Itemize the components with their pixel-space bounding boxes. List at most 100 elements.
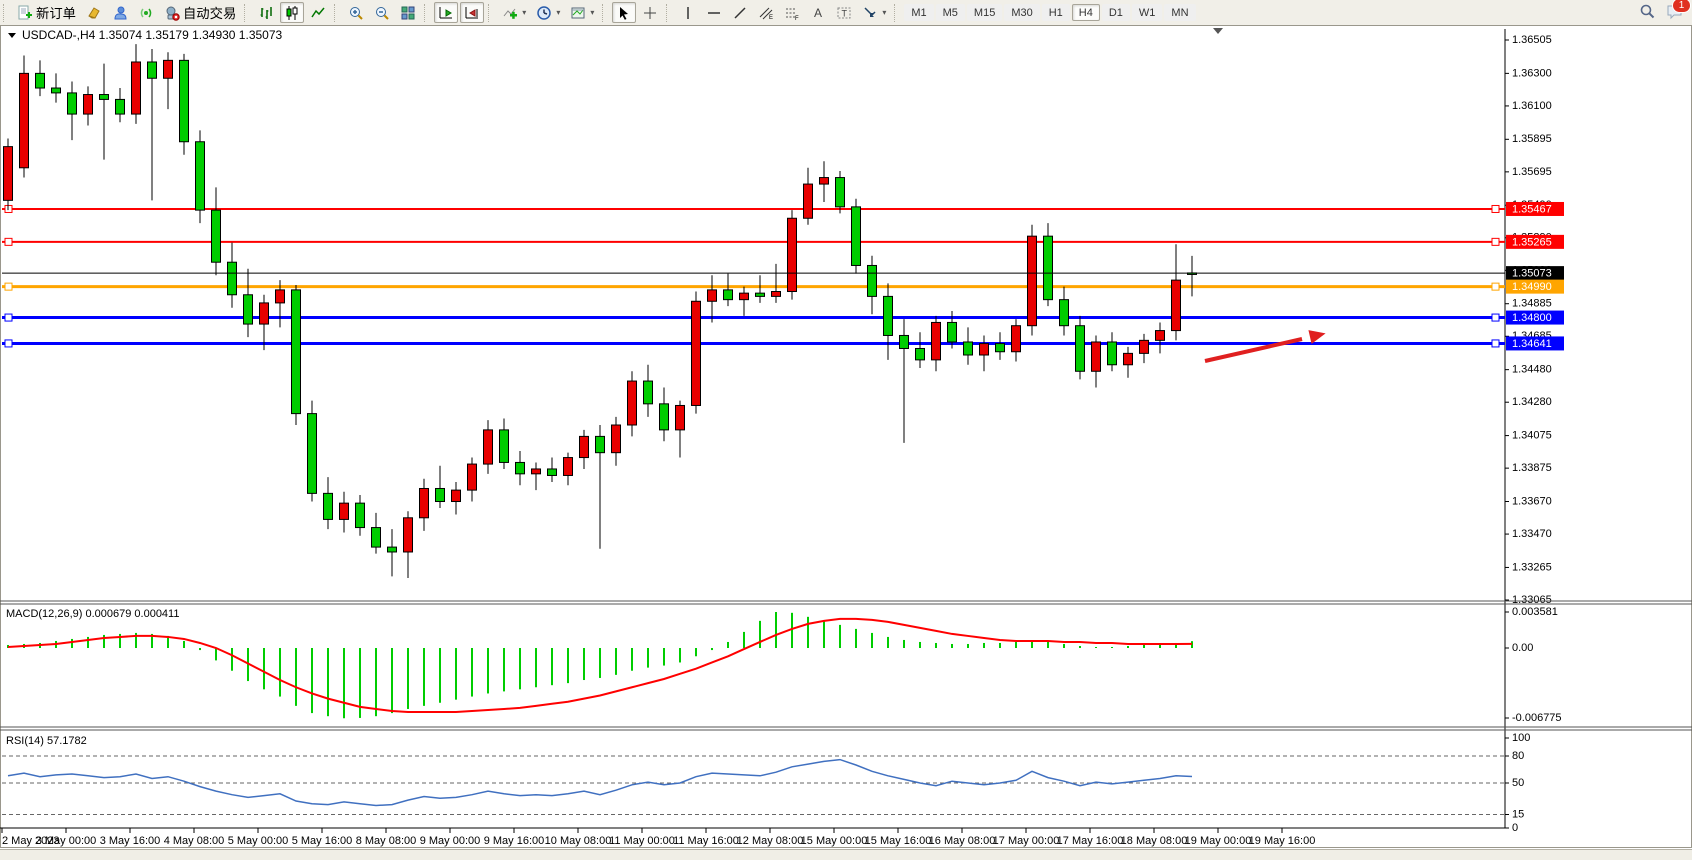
timeframe-button-d1[interactable]: D1 [1101,4,1130,21]
vertical-line-button[interactable] [676,2,700,23]
horizontal-line-button[interactable] [702,2,726,23]
autotrading-button[interactable]: 自动交易 [160,2,240,23]
svg-text:1.34800: 1.34800 [1512,312,1552,324]
timeframe-button-m15[interactable]: M15 [966,4,1003,21]
macd-pane: MACD(12,26,9) 0.000679 0.000411 0.003581 0… [6,606,1562,724]
svg-text:RSI(14) 57.1782: RSI(14) 57.1782 [6,735,87,747]
price-axis: 1.36505 1.36300 1.36100 1.35895 1.35695 1.354… [1504,29,1552,828]
svg-text:1.34990: 1.34990 [1512,281,1552,293]
main-toolbar: 新订单 自动交易 [0,0,1692,26]
candlestick-chart-icon [284,5,300,21]
signals-icon [138,5,154,21]
candlestick-chart-button[interactable] [280,2,305,23]
text-label-button[interactable]: T [832,2,856,23]
rsi-pane: RSI(14) 57.1782 100 80 50 15 0 [2,732,1530,834]
svg-text:1.35895: 1.35895 [1512,133,1552,145]
pane-separators[interactable] [0,600,1692,731]
fibonacci-button[interactable]: F [780,2,804,23]
timeframe-button-h1[interactable]: H1 [1041,4,1070,21]
autotrading-icon [164,5,180,21]
chart-shift-button[interactable] [460,2,485,23]
timeframe-group: M1 M5 M15 M30 H1 H4 D1 W1 MN [903,0,1196,25]
toolbar-grip [244,3,249,22]
toolbar-grip [666,3,671,22]
svg-text:1.36505: 1.36505 [1512,34,1552,46]
zoom-in-button[interactable] [344,2,368,23]
toolbar-grip [894,3,899,22]
periods-button[interactable]: ▾ [532,2,564,23]
trendline-button[interactable] [728,2,752,23]
new-order-label: 新订单 [36,6,76,21]
arrows-button[interactable]: ▾ [858,2,890,23]
chart-canvas[interactable]: 1.36505 1.36300 1.36100 1.35895 1.35695 1.354… [0,25,1692,849]
timeframe-button-h4[interactable]: H4 [1071,4,1100,21]
equidistant-channel-icon: E [758,5,774,21]
svg-text:5 May 16:00: 5 May 16:00 [292,835,353,847]
svg-text:12 May 08:00: 12 May 08:00 [737,835,804,847]
chevron-down-icon: ▾ [590,8,595,17]
toolbar-grip [334,3,339,22]
status-bar [0,849,1692,860]
vertical-line-icon [680,5,696,21]
auto-scroll-button[interactable] [434,2,459,23]
editor-button[interactable] [82,2,106,23]
candles-layer [3,44,1197,579]
clock-icon [536,5,552,21]
svg-text:15 May 00:00: 15 May 00:00 [801,835,868,847]
svg-text:1.36100: 1.36100 [1512,100,1552,112]
svg-text:15: 15 [1512,808,1524,820]
signals-button[interactable] [134,2,158,23]
svg-text:F: F [795,16,799,21]
search-icon[interactable] [1639,3,1656,23]
svg-text:MACD(12,26,9) 0.000679 0.00041: MACD(12,26,9) 0.000679 0.000411 [6,608,179,620]
svg-text:18 May 08:00: 18 May 08:00 [1121,835,1188,847]
svg-text:1.33265: 1.33265 [1512,561,1552,573]
autotrading-label: 自动交易 [182,6,237,21]
svg-text:100: 100 [1512,732,1530,744]
text-label-icon: T [836,5,852,21]
zoom-out-button[interactable] [370,2,394,23]
tile-windows-icon [400,5,416,21]
chevron-down-icon: ▾ [882,8,887,17]
svg-text:19 May 00:00: 19 May 00:00 [1185,835,1252,847]
timeframe-button-m5[interactable]: M5 [935,4,965,21]
svg-text:1.33470: 1.33470 [1512,528,1552,540]
fibonacci-icon: F [784,5,800,21]
equidistant-channel-button[interactable]: E [754,2,778,23]
cursor-button[interactable] [612,2,637,23]
editor-icon [86,5,102,21]
svg-text:3 May 16:00: 3 May 16:00 [100,835,161,847]
timeframe-button-m30[interactable]: M30 [1004,4,1040,21]
bar-chart-icon [258,5,274,21]
svg-text:USDCAD-,H4 1.35074 1.35179 1.: USDCAD-,H4 1.35074 1.35179 1.34930 1.350… [22,28,283,42]
new-order-button[interactable]: 新订单 [13,2,80,23]
zoom-out-icon [374,5,390,21]
notifications-button[interactable]: 1 [1666,0,1691,23]
timeframe-button-w1[interactable]: W1 [1131,4,1163,21]
svg-text:0: 0 [1512,822,1518,834]
text-button[interactable]: A [806,2,830,23]
svg-text:1.35695: 1.35695 [1512,166,1552,178]
tile-windows-button[interactable] [396,2,420,23]
svg-text:50: 50 [1512,777,1524,789]
svg-text:-0.006775: -0.006775 [1512,712,1562,724]
indicators-icon [502,5,518,21]
svg-text:16 May 08:00: 16 May 08:00 [929,835,996,847]
chevron-down-icon: ▾ [522,8,527,17]
crosshair-button[interactable] [638,2,662,23]
timeframe-button-m1[interactable]: M1 [904,4,934,21]
indicators-button[interactable]: ▾ [498,2,530,23]
svg-text:9 May 00:00: 9 May 00:00 [420,835,481,847]
timeframe-button-mn[interactable]: MN [1164,4,1196,21]
shift-marker-icon[interactable] [1213,28,1223,34]
bar-chart-button[interactable] [254,2,278,23]
line-chart-button[interactable] [306,2,330,23]
community-button[interactable] [108,2,132,23]
svg-text:15 May 16:00: 15 May 16:00 [865,835,932,847]
auto-scroll-icon [438,5,454,21]
trend-arrow[interactable] [1204,327,1327,363]
templates-button[interactable]: ▾ [566,2,598,23]
svg-text:1.35265: 1.35265 [1512,236,1552,248]
toolbar-grip [488,3,493,22]
